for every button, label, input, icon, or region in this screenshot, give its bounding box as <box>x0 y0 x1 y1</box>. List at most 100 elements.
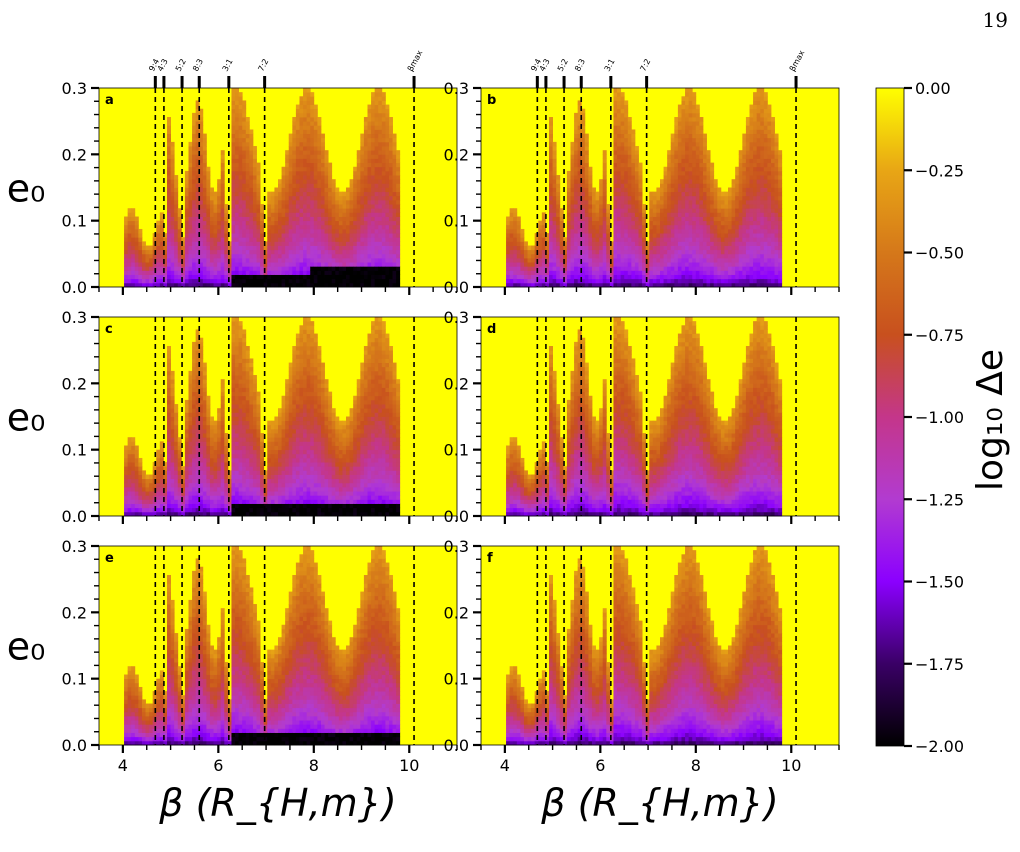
heatmap-cell <box>346 253 350 259</box>
heatmap-cell <box>378 253 383 259</box>
heatmap-cell <box>509 282 514 288</box>
heatmap-cell <box>534 237 539 242</box>
heatmap-cell <box>688 108 693 114</box>
heatmap-cell <box>367 175 372 180</box>
heatmap-cell <box>174 224 179 230</box>
heatmap-cell <box>392 204 397 209</box>
heatmap-cell <box>763 117 768 122</box>
heatmap-cell <box>331 245 336 251</box>
heatmap-cell <box>710 224 715 230</box>
heatmap-cell <box>699 166 704 172</box>
heatmap-cell <box>195 117 200 122</box>
heatmap-cell <box>756 191 761 197</box>
heatmap-cell <box>360 266 365 271</box>
heatmap-cell <box>613 278 618 284</box>
heatmap-cell <box>167 212 171 217</box>
heatmap-cell <box>756 129 761 135</box>
heatmap-cell <box>677 199 682 205</box>
heatmap-cell <box>552 204 557 209</box>
heatmap-cell <box>595 216 600 222</box>
heatmap-cell <box>181 245 186 251</box>
heatmap-cell <box>710 204 715 209</box>
heatmap-cell <box>306 104 311 110</box>
heatmap-cell <box>131 274 136 280</box>
heatmap-cell <box>174 208 179 213</box>
heatmap-cell <box>242 266 247 271</box>
heatmap-cell <box>760 96 765 101</box>
heatmap-cell <box>738 199 743 205</box>
heatmap-cell <box>188 245 193 251</box>
heatmap-cell <box>278 204 282 209</box>
heatmap-cell <box>292 154 297 159</box>
heatmap-cell <box>556 191 561 197</box>
heatmap-cell <box>367 117 372 122</box>
heatmap-cell <box>235 179 240 184</box>
heatmap-cell <box>353 216 358 222</box>
heatmap-cell <box>770 133 775 139</box>
heatmap-cell <box>156 224 161 230</box>
heatmap-cell <box>767 204 772 209</box>
heatmap-cell <box>131 474 136 480</box>
heatmap-cell <box>549 245 553 251</box>
heatmap-cell <box>677 183 682 188</box>
heatmap-cell <box>199 270 204 275</box>
heatmap-cell <box>292 137 297 143</box>
heatmap-cell <box>371 216 376 222</box>
heatmap-cell <box>649 278 654 284</box>
heatmap-cell <box>306 146 311 151</box>
heatmap-cell <box>292 141 297 147</box>
resonance-label: βmax <box>788 49 807 73</box>
heatmap-cell <box>692 257 697 263</box>
heatmap-cell <box>692 199 697 205</box>
heatmap-cell <box>235 112 240 118</box>
heatmap-cell <box>566 249 571 255</box>
heatmap-cell <box>674 166 679 172</box>
heatmap-cell <box>396 191 401 197</box>
heatmap-cell <box>374 96 379 101</box>
heatmap-cell <box>606 204 611 209</box>
heatmap-cell <box>584 262 589 267</box>
heatmap-cell <box>224 237 229 242</box>
heatmap-cell <box>242 112 247 118</box>
heatmap-cell <box>288 146 293 151</box>
heatmap-cell <box>313 282 318 288</box>
heatmap-cell <box>245 166 250 172</box>
heatmap-cell <box>378 195 383 201</box>
heatmap-cell <box>778 199 783 205</box>
heatmap-cell <box>342 274 347 280</box>
heatmap-cell <box>159 220 164 226</box>
heatmap-cell <box>392 245 397 251</box>
heatmap-cell <box>217 204 222 209</box>
heatmap-cell <box>209 245 214 251</box>
heatmap-cell <box>392 212 397 217</box>
heatmap-cell <box>353 183 358 188</box>
heatmap-cell <box>374 195 379 201</box>
heatmap-cell <box>378 125 383 130</box>
heatmap-cell <box>374 257 379 263</box>
heatmap-cell <box>141 278 146 284</box>
heatmap-cell <box>695 253 700 259</box>
heatmap-cell <box>378 282 383 288</box>
heatmap-cell <box>134 470 139 475</box>
heatmap-cell <box>631 170 636 176</box>
heatmap-cell <box>374 274 379 280</box>
heatmap-cell <box>631 179 636 184</box>
heatmap-cell <box>371 220 376 226</box>
heatmap-cell <box>206 274 211 280</box>
heatmap-cell <box>231 117 236 122</box>
heatmap-cell <box>570 270 575 275</box>
heatmap-cell <box>124 478 129 484</box>
heatmap-cell <box>667 266 672 271</box>
heatmap-cell <box>353 208 358 213</box>
heatmap-cell <box>374 129 379 135</box>
heatmap-cell <box>749 108 754 114</box>
heatmap-cell <box>545 249 550 255</box>
heatmap-cell <box>738 204 743 209</box>
heatmap-cell <box>242 104 247 110</box>
heatmap-cell <box>613 270 618 275</box>
heatmap-cell <box>559 224 564 230</box>
heatmap-cell <box>549 228 553 234</box>
heatmap-cell <box>195 208 200 213</box>
heatmap-cell <box>317 166 322 172</box>
heatmap-cell <box>749 125 754 130</box>
